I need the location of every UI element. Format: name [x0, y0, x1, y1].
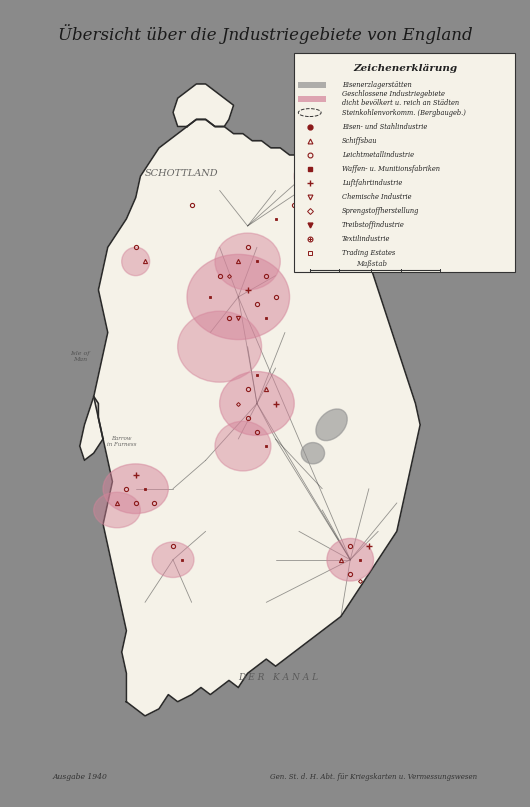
- Text: Geschlossene Industriegebiete
dicht bevölkert u. reich an Städten: Geschlossene Industriegebiete dicht bevö…: [342, 90, 459, 107]
- FancyBboxPatch shape: [298, 82, 325, 88]
- Ellipse shape: [94, 492, 140, 528]
- Text: Leichtmetallindustrie: Leichtmetallindustrie: [342, 151, 413, 159]
- Ellipse shape: [152, 542, 194, 578]
- Text: Übersicht über die Jndustriegebiete von England: Übersicht über die Jndustriegebiete von …: [58, 24, 472, 44]
- Text: Isle of
Man: Isle of Man: [70, 351, 90, 362]
- Text: Steinkohlenvorkomm. (Bergbaugeb.): Steinkohlenvorkomm. (Bergbaugeb.): [342, 109, 465, 116]
- Ellipse shape: [316, 409, 347, 441]
- Text: Zeichenerklärung: Zeichenerklärung: [354, 65, 457, 73]
- Text: Treibstoffindustrie: Treibstoffindustrie: [342, 220, 404, 228]
- Ellipse shape: [294, 152, 350, 201]
- Ellipse shape: [215, 233, 280, 290]
- Text: Schiffsbau: Schiffsbau: [342, 136, 377, 144]
- Ellipse shape: [103, 464, 169, 513]
- Text: Trading Estates: Trading Estates: [342, 249, 395, 257]
- Text: Maßstab: Maßstab: [356, 260, 387, 268]
- Ellipse shape: [301, 442, 324, 464]
- Text: Barrow
in Furness: Barrow in Furness: [107, 437, 136, 447]
- Text: Sprengstoffherstellung: Sprengstoffherstellung: [342, 207, 419, 215]
- Polygon shape: [94, 119, 420, 716]
- Text: D E R   K A N A L: D E R K A N A L: [238, 674, 319, 683]
- Text: Gen. St. d. H. Abt. für Kriegskarten u. Vermessungswesen: Gen. St. d. H. Abt. für Kriegskarten u. …: [270, 773, 477, 780]
- Text: Luftfahrtindustrie: Luftfahrtindustrie: [342, 178, 402, 186]
- FancyBboxPatch shape: [294, 53, 515, 272]
- FancyBboxPatch shape: [298, 96, 325, 102]
- Text: Textilindustrie: Textilindustrie: [342, 235, 390, 243]
- Ellipse shape: [327, 538, 374, 581]
- Text: Ausgabe 1940: Ausgabe 1940: [53, 773, 108, 780]
- Text: Chemische Industrie: Chemische Industrie: [342, 193, 411, 201]
- Ellipse shape: [215, 421, 271, 471]
- Text: Eisenerzlagerstätten: Eisenerzlagerstätten: [342, 81, 411, 89]
- Polygon shape: [80, 396, 103, 460]
- Text: Eisen- und Stahlindustrie: Eisen- und Stahlindustrie: [342, 123, 427, 131]
- Ellipse shape: [187, 254, 289, 340]
- Polygon shape: [173, 84, 234, 127]
- Ellipse shape: [219, 371, 294, 436]
- Text: SCHOTTLAND: SCHOTTLAND: [145, 169, 219, 178]
- Ellipse shape: [178, 312, 262, 383]
- Ellipse shape: [122, 247, 149, 276]
- Text: Waffen- u. Munitionsfabriken: Waffen- u. Munitionsfabriken: [342, 165, 440, 173]
